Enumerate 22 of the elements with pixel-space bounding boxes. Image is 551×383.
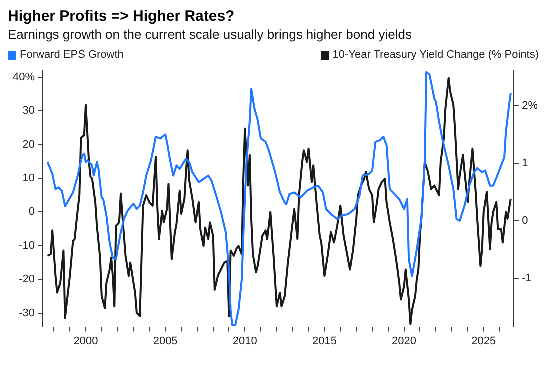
x-tick-label: 2020 (392, 335, 417, 348)
legend-label: 10-Year Treasury Yield Change (% Points) (332, 49, 539, 61)
y2-tick-label: 1 (522, 157, 528, 170)
y-tick-label: 30 (22, 105, 36, 118)
y-tick-label: 40% (12, 71, 36, 84)
y-tick-label: 20 (22, 138, 36, 151)
x-tick-label: 2000 (74, 335, 98, 348)
x-tick-label: 2010 (232, 335, 258, 348)
chart-title: Higher Profits => Higher Rates? (8, 8, 236, 25)
y2-tick-label: -1 (522, 272, 532, 284)
y-tick-label: 0 (28, 206, 36, 218)
y-tick-label: 10 (22, 172, 36, 185)
legend-label: Forward EPS Growth (20, 49, 124, 61)
x-tick-label: 2005 (153, 335, 178, 348)
y2-tick-label: 0 (522, 214, 528, 227)
y-tick-label: -20 (19, 274, 36, 286)
y2-tick-label: 2% (522, 100, 538, 112)
x-tick-label: 2015 (312, 335, 337, 348)
y-tick-label: -10 (19, 240, 36, 252)
y-tick-label: -30 (19, 307, 36, 320)
chart-subtitle: Earnings growth on the current scale usually brings higher bond yields (8, 26, 413, 43)
x-tick-label: 2025 (472, 335, 496, 348)
